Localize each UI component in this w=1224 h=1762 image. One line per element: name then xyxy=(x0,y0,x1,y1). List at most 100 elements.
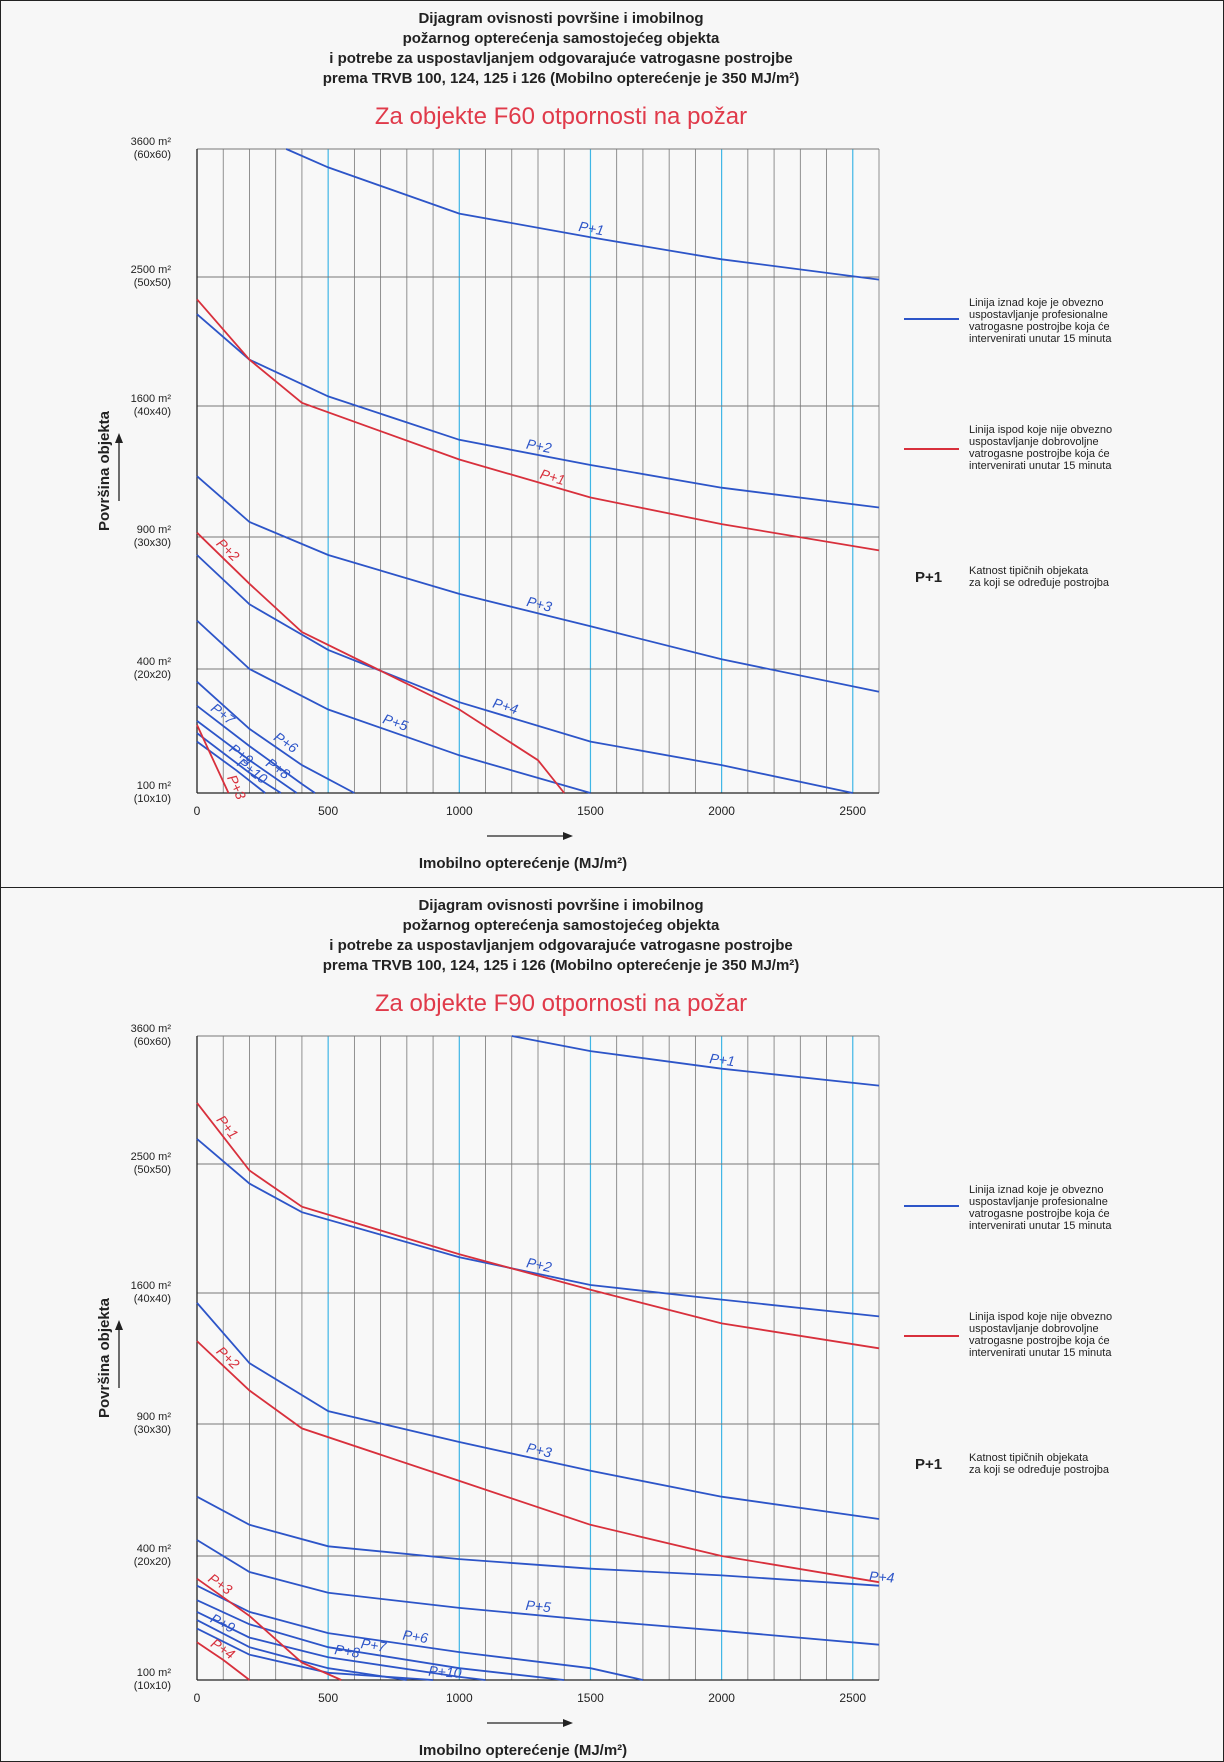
x-tick-label: 500 xyxy=(318,1691,338,1705)
x-tick-label: 1500 xyxy=(577,804,604,818)
legend: Linija iznad koje je obveznouspostavljan… xyxy=(904,1184,1112,1476)
series-line-blue-P2 xyxy=(196,1138,880,1318)
series-label: P+8 xyxy=(334,1641,362,1661)
legend-red-text: intervenirati unutar 15 minuta xyxy=(969,460,1112,472)
legend-red-text: uspostavljanje dobrovoljne xyxy=(969,1323,1099,1335)
legend-red-text: vatrogasne postrojbe koja će xyxy=(969,1335,1110,1347)
series-label: P+1 xyxy=(578,218,606,238)
legend-blue-text: vatrogasne postrojbe koja će xyxy=(969,321,1110,333)
series-line-blue-P5 xyxy=(196,619,591,794)
series-line-blue-P1 xyxy=(285,148,880,281)
chart-header: Dijagram ovisnosti površine i imobilnog p… xyxy=(323,10,800,87)
y-tick-label: 900 m² xyxy=(137,1411,172,1423)
legend-red-text: vatrogasne postrojbe koja će xyxy=(969,448,1110,460)
legend-blue-text: Linija iznad koje je obvezno xyxy=(969,297,1104,309)
series-line-blue-P4 xyxy=(196,554,853,794)
y-axis-label: Površina objekta xyxy=(96,410,113,531)
series-label: P+3 xyxy=(525,1439,553,1460)
x-tick-label: 2000 xyxy=(708,804,735,818)
chart-panel-f60: Dijagram ovisnosti površine i imobilnog p… xyxy=(0,0,1224,888)
legend-katnost-text: za koji se određuje postrojba xyxy=(969,1464,1110,1476)
series-line-blue-P5 xyxy=(196,1539,880,1646)
series-line-blue-P9 xyxy=(196,1619,407,1681)
series-line-red-P1 xyxy=(196,1102,880,1350)
x-axis-label: Imobilno opterećenje (MJ/m²) xyxy=(419,1742,627,1759)
x-tick-label: 0 xyxy=(194,804,201,818)
x-tick-label: 500 xyxy=(318,804,338,818)
header-line: i potrebe za uspostavljanjem odgovarajuć… xyxy=(329,937,792,954)
header-line: i potrebe za uspostavljanjem odgovarajuć… xyxy=(329,50,792,67)
chart-f90: Dijagram ovisnosti površine i imobilnog p… xyxy=(96,897,1112,1759)
series-line-blue-P9 xyxy=(196,732,282,794)
y-tick-label: 2500 m² xyxy=(131,1151,172,1163)
series-line-blue-P8 xyxy=(196,720,298,794)
x-axis-label: Imobilno opterećenje (MJ/m²) xyxy=(419,855,627,872)
chart-subtitle: Za objekte F60 otpornosti na požar xyxy=(375,103,747,130)
series-line-blue-P1 xyxy=(511,1035,880,1087)
series-label: P+6 xyxy=(402,1627,430,1647)
legend-katnost-text: Katnost tipičnih objekata xyxy=(969,565,1089,577)
legend-blue-text: uspostavljanje profesionalne xyxy=(969,309,1108,321)
chart-subtitle: Za objekte F90 otpornosti na požar xyxy=(375,990,747,1017)
legend-katnost-text: Katnost tipičnih objekata xyxy=(969,1452,1089,1464)
legend-blue-text: uspostavljanje profesionalne xyxy=(969,1196,1108,1208)
y-tick-sublabel: (40x40) xyxy=(134,1293,171,1305)
legend-blue-text: vatrogasne postrojbe koja će xyxy=(969,1208,1110,1220)
series-line-blue-P7 xyxy=(196,1599,565,1681)
header-line: požarnog opterećenja samostojećeg objekt… xyxy=(403,30,720,47)
y-tick-label: 400 m² xyxy=(137,1543,172,1555)
chart-panel-f90: Dijagram ovisnosti površine i imobilnog p… xyxy=(0,887,1224,1762)
x-tick-label: 1000 xyxy=(446,804,473,818)
y-tick-sublabel: (50x50) xyxy=(134,277,171,289)
header-line: prema TRVB 100, 124, 125 i 126 (Mobilno … xyxy=(323,70,800,87)
y-tick-label: 1600 m² xyxy=(131,393,172,405)
y-tick-sublabel: (20x20) xyxy=(134,1556,171,1568)
series-label: P+5 xyxy=(525,1597,552,1615)
legend-blue-text: Linija iznad koje je obvezno xyxy=(969,1184,1104,1196)
series-line-blue-P3 xyxy=(196,475,880,693)
x-tick-label: 1000 xyxy=(446,1691,473,1705)
series-line-blue-P3 xyxy=(196,1302,880,1520)
series-label: P+2 xyxy=(525,436,553,457)
series-line-blue-P7 xyxy=(196,705,316,794)
series-line-red-P2 xyxy=(196,532,565,794)
y-tick-label: 400 m² xyxy=(137,656,172,668)
y-tick-sublabel: (30x30) xyxy=(134,537,171,549)
series-line-red-P3 xyxy=(196,1577,342,1681)
y-tick-sublabel: (50x50) xyxy=(134,1164,171,1176)
chart-header: Dijagram ovisnosti površine i imobilnog p… xyxy=(323,897,800,974)
y-tick-label: 1600 m² xyxy=(131,1280,172,1292)
series-line-blue-P4 xyxy=(196,1495,880,1587)
legend-red-text: Linija ispod koje nije obvezno xyxy=(969,424,1112,436)
legend: Linija iznad koje je obveznouspostavljan… xyxy=(904,297,1112,589)
y-tick-label: 2500 m² xyxy=(131,264,172,276)
chart-f60: Dijagram ovisnosti površine i imobilnog p… xyxy=(96,10,1112,872)
y-tick-sublabel: (40x40) xyxy=(134,406,171,418)
x-tick-label: 0 xyxy=(194,1691,201,1705)
x-tick-label: 2500 xyxy=(839,1691,866,1705)
legend-red-text: uspostavljanje dobrovoljne xyxy=(969,436,1099,448)
y-tick-label: 100 m² xyxy=(137,780,172,792)
x-axis-arrowhead xyxy=(563,1719,573,1727)
y-tick-sublabel: (60x60) xyxy=(134,1036,171,1048)
series-line-red-P3 xyxy=(196,724,230,794)
y-tick-sublabel: (30x30) xyxy=(134,1424,171,1436)
series-line-red-P4 xyxy=(196,1641,251,1681)
legend-red-text: intervenirati unutar 15 minuta xyxy=(969,1347,1112,1359)
series-label: P+4 xyxy=(869,1568,896,1586)
x-axis-arrowhead xyxy=(563,832,573,840)
series-label: P+7 xyxy=(360,1635,389,1655)
y-tick-label: 3600 m² xyxy=(131,1023,172,1035)
series-line-blue-P6 xyxy=(196,681,355,794)
y-tick-sublabel: (10x10) xyxy=(134,1680,171,1692)
legend-katnost-symbol: P+1 xyxy=(915,1456,942,1473)
header-line: Dijagram ovisnosti površine i imobilnog xyxy=(418,897,703,914)
y-tick-label: 900 m² xyxy=(137,524,172,536)
legend-katnost-text: za koji se određuje postrojba xyxy=(969,577,1110,589)
legend-blue-text: intervenirati unutar 15 minuta xyxy=(969,333,1112,345)
x-tick-label: 2500 xyxy=(839,804,866,818)
series-line-blue-P8 xyxy=(196,1611,486,1681)
header-line: požarnog opterećenja samostojećeg objekt… xyxy=(403,917,720,934)
series-label: P+1 xyxy=(538,466,567,488)
y-axis-arrowhead xyxy=(115,1320,123,1330)
